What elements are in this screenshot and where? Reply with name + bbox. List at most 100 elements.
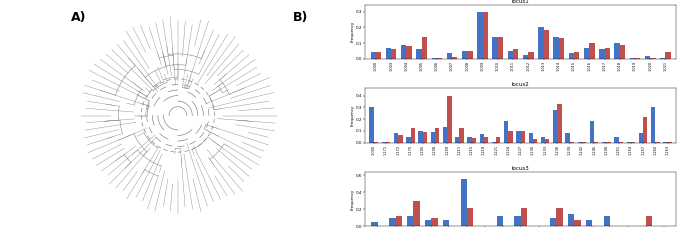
Bar (401, 45, 406, 59)
Bar (667, 142, 672, 143)
Bar (570, 142, 574, 143)
Y-axis label: Frequency: Frequency (350, 21, 354, 42)
Bar (504, 121, 508, 143)
Bar (372, 222, 378, 226)
Bar (520, 208, 527, 226)
Bar (421, 37, 427, 59)
Bar (492, 142, 497, 143)
Bar (497, 216, 503, 226)
Bar (431, 132, 435, 143)
Bar (507, 51, 513, 59)
Bar (419, 131, 423, 143)
Bar (538, 27, 544, 59)
Bar (376, 52, 381, 59)
Bar (406, 137, 410, 143)
Bar (386, 142, 390, 143)
Bar (545, 139, 549, 143)
Bar (520, 131, 525, 143)
Bar (544, 30, 549, 59)
Bar (382, 142, 386, 143)
Title: locus3: locus3 (512, 166, 529, 171)
Bar (599, 49, 604, 59)
Bar (650, 58, 656, 59)
Y-axis label: Frequency: Frequency (350, 105, 354, 126)
Bar (423, 132, 427, 143)
Bar (604, 48, 610, 59)
Bar (523, 55, 529, 59)
Bar (594, 142, 598, 143)
Bar (479, 134, 484, 143)
Bar (574, 219, 581, 226)
Bar (569, 53, 574, 59)
Bar (559, 38, 564, 59)
Bar (477, 12, 483, 59)
Bar (656, 142, 660, 143)
Bar (508, 131, 513, 143)
Bar (467, 51, 473, 59)
Bar (497, 137, 501, 143)
Bar (550, 218, 557, 226)
Bar (492, 37, 498, 59)
Bar (391, 49, 396, 59)
Bar (452, 57, 458, 59)
Bar (630, 58, 635, 59)
Bar (651, 107, 656, 143)
Bar (461, 179, 467, 226)
Y-axis label: Frequency: Frequency (350, 189, 354, 210)
Bar (498, 37, 503, 59)
Bar (541, 137, 545, 143)
Bar (631, 142, 635, 143)
Bar (374, 142, 378, 143)
Bar (604, 216, 610, 226)
Bar (663, 142, 667, 143)
Bar (589, 43, 595, 59)
Bar (483, 12, 488, 59)
Bar (645, 56, 650, 59)
Bar (665, 52, 671, 59)
Bar (533, 139, 538, 143)
Bar (516, 131, 520, 143)
Bar (607, 142, 611, 143)
Bar (416, 49, 421, 59)
Title: locus2: locus2 (512, 82, 529, 87)
Bar (553, 37, 559, 59)
Bar (467, 137, 472, 143)
Bar (626, 142, 631, 143)
Bar (410, 128, 415, 143)
Bar (590, 121, 594, 143)
Bar (437, 58, 442, 59)
Bar (455, 137, 460, 143)
Bar (447, 53, 452, 59)
Bar (529, 133, 533, 143)
Bar (395, 216, 402, 226)
Bar (435, 128, 439, 143)
Bar (394, 133, 398, 143)
Bar (370, 107, 374, 143)
Bar (447, 95, 451, 143)
Bar (472, 138, 476, 143)
Bar (406, 46, 412, 59)
Bar (566, 133, 570, 143)
Bar (425, 219, 432, 226)
Bar (407, 216, 413, 226)
Bar (582, 142, 586, 143)
Bar (557, 104, 561, 143)
Bar (619, 142, 623, 143)
Bar (371, 52, 376, 59)
Bar (514, 216, 520, 226)
Bar (574, 52, 579, 59)
Bar (615, 43, 619, 59)
Bar (398, 136, 402, 143)
Bar (646, 216, 652, 226)
Bar (619, 45, 625, 59)
Bar (467, 208, 473, 226)
Bar (443, 127, 447, 143)
Bar (529, 52, 533, 59)
Bar (568, 213, 574, 226)
Bar (484, 137, 488, 143)
Bar (639, 133, 643, 143)
Text: A): A) (72, 11, 87, 24)
Bar (578, 142, 582, 143)
Bar (660, 58, 665, 59)
Bar (462, 51, 467, 59)
